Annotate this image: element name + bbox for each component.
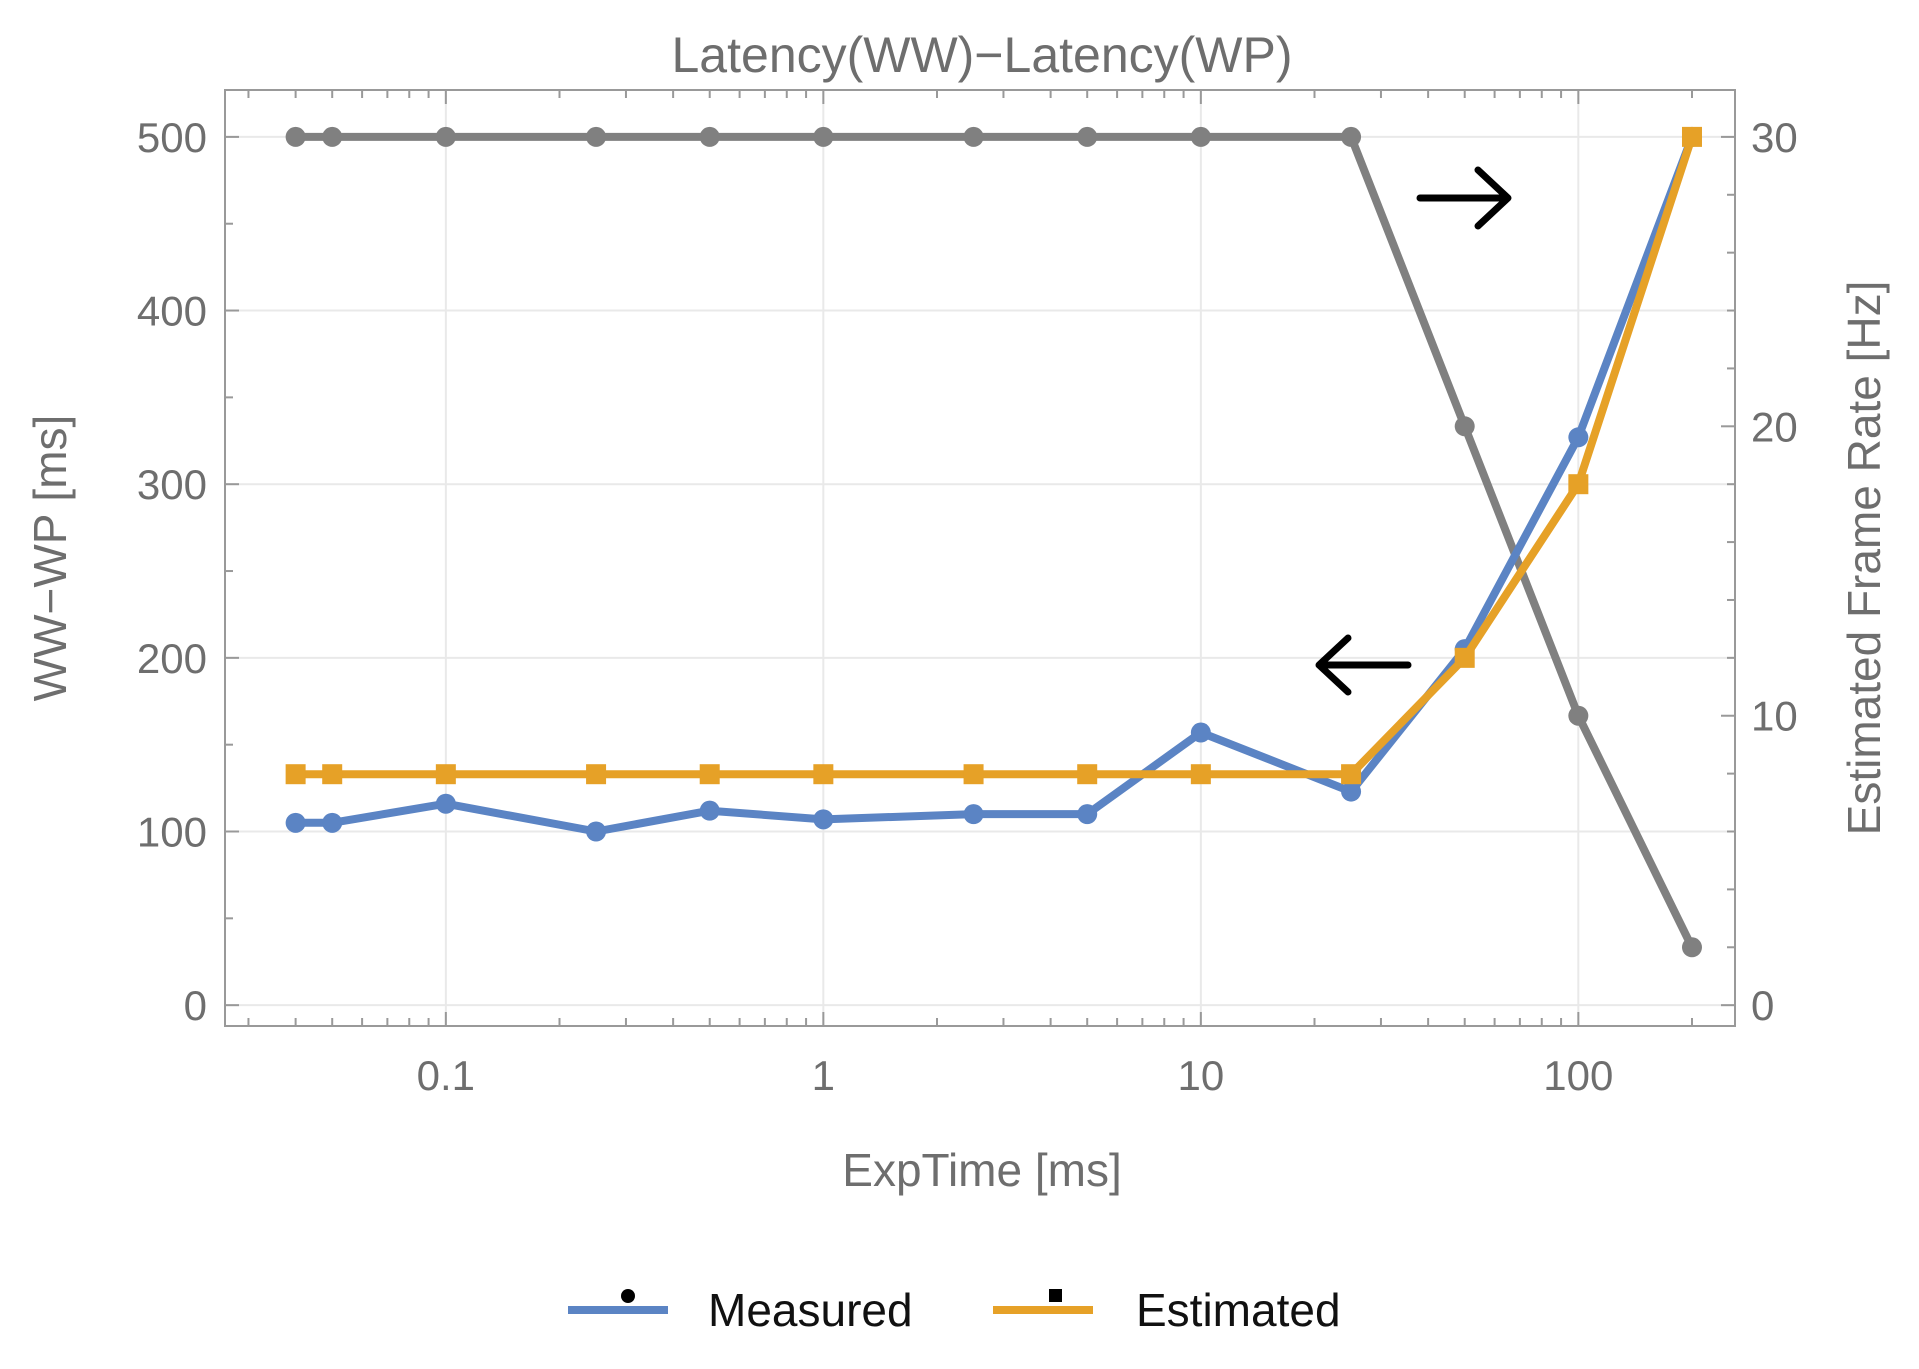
y2-tick-label: 0 — [1751, 982, 1774, 1029]
legend: Measured Estimated — [568, 1284, 1341, 1336]
point-measured — [285, 812, 306, 833]
point-estimated — [1190, 764, 1211, 785]
point-estimated — [1341, 764, 1362, 785]
x-tick-label: 10 — [1177, 1052, 1224, 1099]
x-tick-label: 100 — [1543, 1052, 1613, 1099]
y-tick-label: 200 — [137, 635, 207, 682]
point-estimated — [963, 764, 984, 785]
y-axis-title: WW−WP [ms] — [24, 415, 76, 702]
point-measured — [586, 821, 607, 842]
legend-item-measured: Measured — [568, 1284, 913, 1336]
point-estimated — [586, 764, 607, 785]
point-measured — [699, 800, 720, 821]
point-estimated-frame-rate — [322, 126, 343, 147]
point-estimated-frame-rate — [1077, 126, 1098, 147]
x-axis-title: ExpTime [ms] — [842, 1144, 1121, 1196]
point-measured — [963, 804, 984, 825]
point-estimated-frame-rate — [1568, 705, 1589, 726]
point-measured — [435, 793, 456, 814]
x-tick-label: 0.1 — [417, 1052, 475, 1099]
point-estimated-frame-rate — [435, 126, 456, 147]
point-estimated — [813, 764, 834, 785]
y2-tick-label: 10 — [1751, 693, 1798, 740]
point-estimated — [435, 764, 456, 785]
point-estimated-frame-rate — [1190, 126, 1211, 147]
point-estimated — [285, 764, 306, 785]
legend-marker-square — [1049, 1289, 1062, 1302]
legend-label-measured: Measured — [708, 1284, 913, 1336]
point-estimated — [1454, 647, 1475, 668]
y-tick-label: 100 — [137, 809, 207, 856]
y-tick-label: 500 — [137, 114, 207, 161]
y2-tick-label: 20 — [1751, 403, 1798, 450]
point-estimated-frame-rate — [285, 126, 306, 147]
data-series — [285, 126, 1702, 958]
legend-marker-circle — [621, 1289, 635, 1303]
series-line-estimated-frame-rate — [291, 132, 1696, 952]
point-estimated — [1077, 764, 1098, 785]
point-measured — [1077, 804, 1098, 825]
point-measured — [813, 809, 834, 830]
x-tick-label: 1 — [812, 1052, 835, 1099]
chart-title: Latency(WW)−Latency(WP) — [672, 27, 1293, 83]
legend-item-estimated: Estimated — [993, 1284, 1341, 1336]
point-estimated — [1681, 126, 1702, 147]
point-estimated-frame-rate — [963, 126, 984, 147]
plot-frame — [224, 89, 1736, 1027]
y-tick-label: 300 — [137, 461, 207, 508]
point-measured — [1341, 781, 1362, 802]
point-measured — [1568, 427, 1589, 448]
point-estimated-frame-rate — [1681, 937, 1702, 958]
grid-lines — [225, 90, 1735, 1026]
y2-tick-label: 30 — [1751, 114, 1798, 161]
point-estimated — [699, 764, 720, 785]
point-estimated-frame-rate — [1454, 416, 1475, 437]
point-estimated-frame-rate — [1341, 126, 1362, 147]
y-tick-label: 400 — [137, 288, 207, 335]
point-estimated-frame-rate — [586, 126, 607, 147]
right-axis-arrow — [1416, 166, 1512, 230]
tick-labels: 0.1 1 10 100 0 100 200 300 400 500 0 10 20 30 — [137, 114, 1798, 1099]
point-measured — [322, 812, 343, 833]
point-measured — [1190, 722, 1211, 743]
point-estimated-frame-rate — [699, 126, 720, 147]
axis-ticks — [225, 90, 1735, 1026]
point-estimated-frame-rate — [813, 126, 834, 147]
point-estimated — [322, 764, 343, 785]
series-line-estimated — [291, 132, 1696, 779]
left-axis-arrow — [1315, 634, 1412, 696]
legend-label-estimated: Estimated — [1136, 1284, 1341, 1336]
point-estimated — [1568, 474, 1589, 495]
y2-axis-title: Estimated Frame Rate [Hz] — [1838, 281, 1890, 836]
y-tick-label: 0 — [184, 982, 207, 1029]
